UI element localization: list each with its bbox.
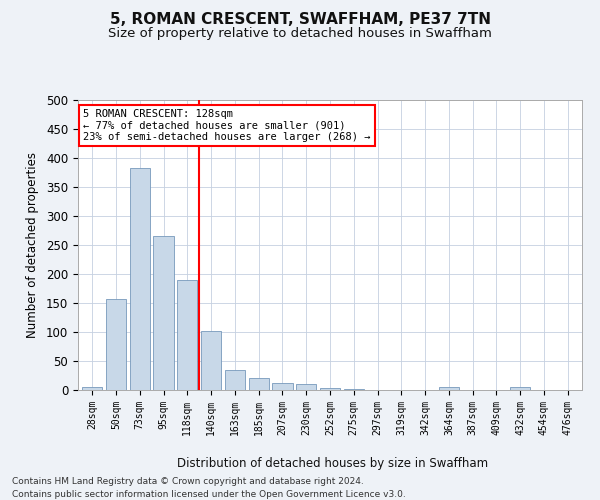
Bar [130,168,150,390]
Bar [320,388,340,390]
Bar [82,387,103,390]
Bar [248,378,269,390]
Bar [344,389,364,390]
Bar [201,332,221,390]
Text: 5, ROMAN CRESCENT, SWAFFHAM, PE37 7TN: 5, ROMAN CRESCENT, SWAFFHAM, PE37 7TN [110,12,491,28]
Bar [106,299,126,390]
Text: 5 ROMAN CRESCENT: 128sqm
← 77% of detached houses are smaller (901)
23% of semi-: 5 ROMAN CRESCENT: 128sqm ← 77% of detach… [83,108,371,142]
Text: Contains HM Land Registry data © Crown copyright and database right 2024.: Contains HM Land Registry data © Crown c… [12,478,364,486]
Text: Size of property relative to detached houses in Swaffham: Size of property relative to detached ho… [108,28,492,40]
Bar [296,384,316,390]
Bar [272,383,293,390]
Bar [177,280,197,390]
Bar [154,236,173,390]
Y-axis label: Number of detached properties: Number of detached properties [26,152,39,338]
Bar [510,387,530,390]
Bar [439,387,459,390]
Bar [225,370,245,390]
Text: Contains public sector information licensed under the Open Government Licence v3: Contains public sector information licen… [12,490,406,499]
Text: Distribution of detached houses by size in Swaffham: Distribution of detached houses by size … [178,458,488,470]
